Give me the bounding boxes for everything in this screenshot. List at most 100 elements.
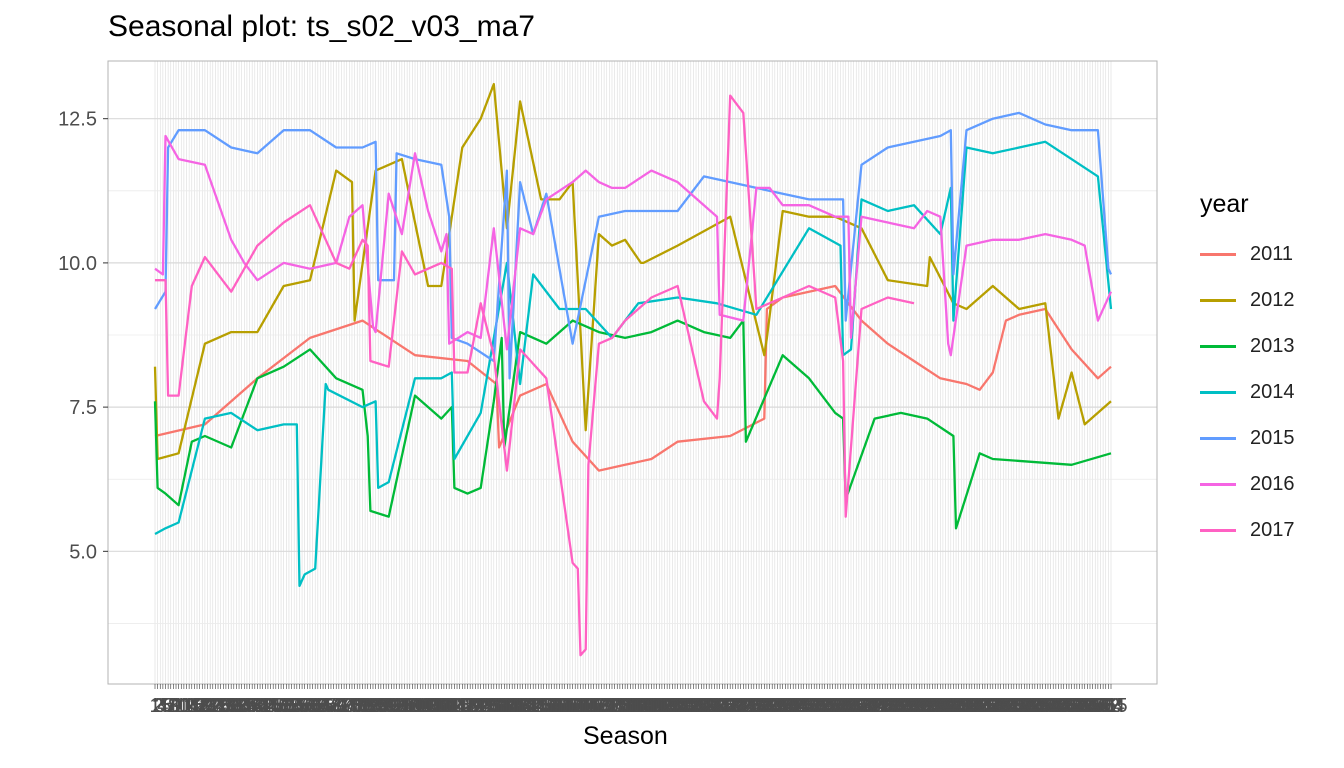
- x-tick-label: 62: [304, 695, 326, 717]
- x-tick-label: 91: [380, 695, 402, 717]
- x-tick-label: 136: [493, 695, 526, 717]
- x-tick-label: 299: [921, 695, 954, 717]
- x-tick-label: 112: [431, 695, 463, 717]
- x-tick-label: 223: [721, 695, 754, 717]
- x-tick-label: 209: [685, 695, 718, 717]
- x-tick-label: 271: [847, 695, 880, 717]
- x-tick-label: 288: [892, 695, 925, 717]
- x-tick-label: 266: [834, 695, 867, 717]
- x-tick-label: 269: [842, 695, 875, 717]
- x-tick-label: 289: [895, 695, 928, 717]
- x-tick-label: 29: [217, 695, 239, 717]
- x-tick-label: 47: [265, 695, 287, 717]
- x-tick-label: 362: [1086, 695, 1119, 717]
- y-tick-label: 5.0: [69, 541, 97, 563]
- x-tick-label: 7: [165, 695, 176, 717]
- x-tick-label: 306: [939, 695, 972, 717]
- x-tick-label: 215: [700, 695, 733, 717]
- x-tick-label: 9: [170, 695, 181, 717]
- x-tick-label: 246: [782, 695, 815, 717]
- x-tick-label: 360: [1081, 695, 1114, 717]
- x-tick-label: 10: [168, 695, 190, 717]
- x-tick-label: 251: [795, 695, 828, 717]
- x-tick-label: 173: [590, 695, 623, 717]
- x-tick-label: 76: [341, 695, 363, 717]
- x-tick-label: 350: [1055, 695, 1088, 717]
- x-tick-label: 354: [1065, 695, 1098, 717]
- x-tick-label: 321: [979, 695, 1012, 717]
- x-tick-label: 4: [157, 695, 168, 717]
- x-tick-label: 103: [406, 695, 439, 717]
- x-tick-label: 309: [947, 695, 980, 717]
- x-tick-label: 231: [742, 695, 775, 717]
- x-tick-label: 264: [829, 695, 862, 717]
- x-tick-label: 198: [656, 695, 689, 717]
- x-tick-label: 148: [524, 695, 557, 717]
- x-tick-label: 42: [252, 695, 274, 717]
- x-tick-label: 291: [900, 695, 933, 717]
- x-tick-label: 59: [296, 695, 318, 717]
- x-tick-label: 363: [1089, 695, 1122, 717]
- x-tick-label: 56: [288, 695, 310, 717]
- x-tick-label: 305: [937, 695, 970, 717]
- legend-item-2016: 2016: [1200, 461, 1295, 507]
- y-tick-label: 7.5: [69, 397, 97, 419]
- x-tick-label: 22: [199, 695, 221, 717]
- x-tick-label: 259: [816, 695, 849, 717]
- x-tick-label: 157: [548, 695, 581, 717]
- x-tick-label: 250: [792, 695, 825, 717]
- x-tick-label: 152: [535, 695, 568, 717]
- x-tick-label: 318: [971, 695, 1004, 717]
- x-tick-label: 177: [601, 695, 634, 717]
- legend-item-2014: 2014: [1200, 369, 1295, 415]
- x-tick-label: 129: [474, 695, 507, 717]
- x-tick-label: 356: [1071, 695, 1104, 717]
- x-tick-label: 190: [635, 695, 668, 717]
- legend-label: 2017: [1250, 518, 1295, 541]
- x-tick-label: 149: [527, 695, 560, 717]
- x-tick-label: 89: [375, 695, 397, 717]
- x-tick-label: 106: [414, 695, 447, 717]
- x-tick-label: 166: [572, 695, 605, 717]
- x-tick-label: 172: [587, 695, 620, 717]
- x-tick-label: 75: [338, 695, 360, 717]
- x-tick-label: 165: [569, 695, 602, 717]
- x-tick-label: 104: [409, 695, 442, 717]
- x-tick-label: 28: [215, 695, 237, 717]
- x-tick-label: 146: [519, 695, 552, 717]
- x-tick-label: 339: [1026, 695, 1059, 717]
- x-tick-label: 142: [509, 695, 542, 717]
- legend-item-2017: 2017: [1200, 507, 1295, 553]
- x-tick-label: 276: [861, 695, 894, 717]
- x-tick-label: 294: [908, 695, 941, 717]
- x-tick-label: 308: [945, 695, 978, 717]
- x-tick-label: 335: [1016, 695, 1049, 717]
- series-line-2014: [154, 140, 1113, 588]
- x-tick-label: 355: [1068, 695, 1101, 717]
- x-tick-label: 310: [950, 695, 983, 717]
- x-tick-label: 69: [322, 695, 344, 717]
- x-tick-label: 164: [566, 695, 599, 717]
- legend-key: [1200, 482, 1236, 486]
- x-tick-label: 139: [501, 695, 534, 717]
- x-tick-label: 163: [564, 695, 597, 717]
- x-tick-label: 193: [643, 695, 676, 717]
- x-tick-label: 35: [233, 695, 255, 717]
- x-tick-label: 68: [320, 695, 342, 717]
- x-tick-label: 153: [538, 695, 571, 717]
- x-tick-label: 261: [821, 695, 854, 717]
- x-tick-label: 41: [249, 695, 271, 717]
- x-tick-label: 359: [1079, 695, 1112, 717]
- x-tick-label: 58: [294, 695, 316, 717]
- x-tick-label: 63: [307, 695, 329, 717]
- x-tick-label: 365: [1094, 695, 1127, 717]
- x-tick-label: 101: [401, 695, 434, 717]
- x-tick-label: 317: [968, 695, 1001, 717]
- x-tick-label: 262: [824, 695, 857, 717]
- x-tick-label: 158: [551, 695, 584, 717]
- x-tick-label: 212: [692, 695, 725, 717]
- x-tick-label: 81: [354, 695, 376, 717]
- x-tick-label: 206: [677, 695, 710, 717]
- x-tick-label: 192: [640, 695, 673, 717]
- x-tick-label: 19: [191, 695, 213, 717]
